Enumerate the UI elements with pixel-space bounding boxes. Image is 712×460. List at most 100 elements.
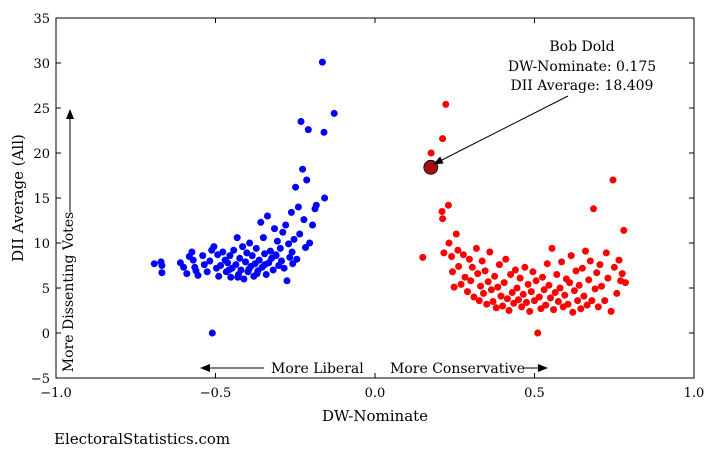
scatter-point [550,306,558,314]
scatter-point [440,249,448,257]
scatter-point [531,297,538,305]
scatter-point [602,249,610,257]
scatter-point [464,288,471,296]
scatter-point [545,281,553,289]
scatter-point [278,257,285,265]
scatter-point [494,283,502,291]
scatter-point [472,244,480,252]
scatter-point [508,289,516,296]
scatter-point [233,234,241,242]
scatter-point [594,303,602,311]
scatter-point [518,303,526,311]
scatter-point [532,277,540,285]
highlight-arrow [433,95,569,165]
scatter-point [261,261,269,269]
y-tick-label: 15 [33,192,50,207]
scatter-point [286,253,294,261]
scatter-point [309,221,316,229]
scatter-point [468,263,476,271]
scatter-point [264,212,271,220]
scatter-point [282,221,290,229]
scatter-point [224,259,232,267]
scatter-point [439,135,447,143]
scatter-point [289,260,297,268]
scatter-point [556,284,564,292]
y-tick-label: 10 [33,237,50,252]
scatter-point [578,264,586,272]
scatter-point [542,301,550,309]
scatter-point [454,246,462,254]
scatter-point [477,282,485,290]
scatter-point [303,176,311,184]
scatter-point [234,273,242,281]
scatter-point [586,257,594,265]
more-dissenting-label: More Dissenting Votes [61,212,77,372]
scatter-point [620,226,628,234]
scatter-point [200,261,208,269]
scatter-point [255,256,263,264]
scatter-point [574,297,582,305]
scatter-point [502,255,510,263]
y-tick-label: 5 [42,282,50,297]
x-tick-label: 1.0 [684,386,705,401]
scatter-point [287,208,295,216]
highlight-dw-nominate: DW-Nominate: 0.175 [508,59,656,75]
scatter-point [276,244,284,252]
scatter-point [448,253,456,260]
scatter-point [515,296,522,304]
scatter-point [297,118,305,125]
scatter-point [467,277,475,285]
scatter-point [534,329,542,337]
scatter-point [516,274,524,282]
y-tick-label: 0 [42,327,50,342]
more-conservative-label: More Conservative [390,361,525,377]
scatter-point [299,165,307,173]
axis-ticks: −1.0 −0.5 0.0 0.5 1.0 −5 0 5 10 15 20 25 30 35 [31,12,705,401]
scatter-point [330,109,338,117]
scatter-point [523,298,530,306]
scatter-point [226,252,234,260]
scatter-point [465,255,473,263]
scatter-point [548,244,556,252]
scatter-point [266,247,274,255]
scatter-point [492,304,500,312]
scatter-point [461,273,469,281]
scatter-point [475,297,483,305]
data-points [150,58,629,337]
scatter-point [450,283,458,291]
scatter-point [566,279,574,287]
scatter-point [445,239,453,247]
scatter-point [513,284,521,292]
scatter-point [257,218,265,226]
scatter-point [245,265,253,273]
scatter-point [572,267,580,275]
scatter-point [610,263,618,271]
scatter-point [321,194,329,202]
scatter-point [269,266,277,274]
scatter-point [459,251,467,259]
scatter-point [419,253,427,261]
scatter-point [294,203,302,211]
scatter-point [607,307,615,315]
scatter-point [283,277,291,285]
scatter-point [564,300,572,308]
scatter-point [240,275,248,283]
scatter-point [505,307,513,314]
scatter-point [312,201,320,209]
scatter-point [500,279,508,287]
scatter-point [489,298,497,305]
scatter-point [618,270,626,278]
scatter-point [280,264,288,272]
site-credit: ElectoralStatistics.com [54,430,231,448]
scatter-point [248,252,256,260]
scatter-point [526,307,534,315]
scatter-point [551,289,559,296]
scatter-point [253,270,261,278]
scatter-point [210,243,218,251]
scatter-point [583,301,591,309]
scatter-point [580,292,588,300]
scatter-point [246,239,254,247]
scatter-point [521,263,529,271]
scatter-point [486,248,494,256]
